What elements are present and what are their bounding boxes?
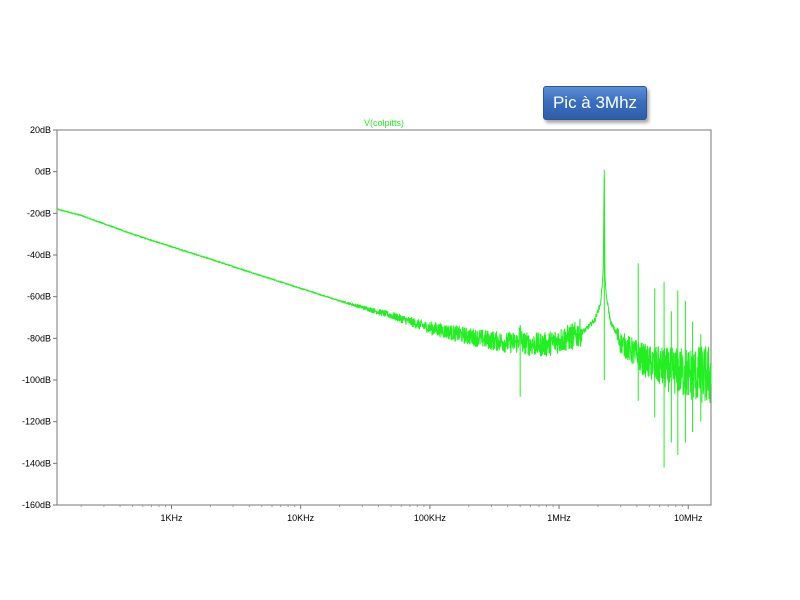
y-tick-label: -20dB xyxy=(27,208,51,218)
x-tick-label: 10KHz xyxy=(287,513,315,523)
y-tick-label: -40dB xyxy=(27,250,51,260)
x-tick-label: 1MHz xyxy=(547,513,571,523)
x-tick-label: 1KHz xyxy=(160,513,183,523)
x-tick-label: 100KHz xyxy=(414,513,447,523)
axis-ticks: 20dB 0dB -20dB -40dB -60dB -80dB -100dB -120dB -… xyxy=(22,125,703,523)
series-group xyxy=(56,169,712,468)
series-line xyxy=(56,176,712,403)
x-tick-label: 10MHz xyxy=(674,513,703,523)
peak-callout-box: Pic à 3Mhz xyxy=(543,86,647,120)
y-tick-label: -100dB xyxy=(22,375,51,385)
chart-title: V(colpitts) xyxy=(364,118,404,128)
y-tick-label: -160dB xyxy=(22,500,51,510)
y-tick-label: -120dB xyxy=(22,417,51,427)
y-tick-label: -80dB xyxy=(27,333,51,343)
y-tick-label: 20dB xyxy=(30,125,51,135)
y-tick-label: -140dB xyxy=(22,458,51,468)
y-tick-label: -60dB xyxy=(27,292,51,302)
plot-frame xyxy=(56,129,712,506)
y-tick-label: 0dB xyxy=(35,167,51,177)
